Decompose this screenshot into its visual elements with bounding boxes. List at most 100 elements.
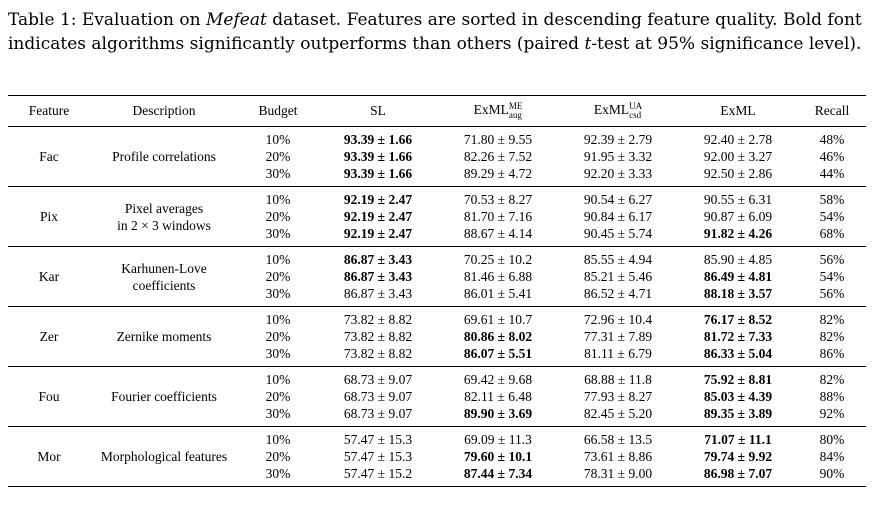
feature-group: Pix Pixel averages in 2 × 3 windows 10% 20% 3… [8, 186, 866, 247]
description-cell: Pixel averages in 2 × 3 windows [90, 186, 238, 247]
csd-value: 85.21 ± 5.46 [583, 269, 653, 284]
sl-value: 57.47 ± 15.3 [343, 449, 413, 464]
exml-value: 90.87 ± 6.09 [703, 209, 773, 224]
csd-value: 92.39 ± 2.79 [583, 132, 653, 147]
aug-value: 71.80 ± 9.55 [463, 132, 533, 147]
aug-value: 81.70 ± 7.16 [463, 209, 533, 224]
budget-value: 20% [265, 449, 291, 464]
recall-cell: 56% 54% 56% [798, 246, 866, 307]
sl-value: 93.39 ± 1.66 [343, 166, 413, 181]
aug-cell: 69.42 ± 9.68 82.11 ± 6.48 89.90 ± 3.69 [438, 366, 558, 427]
description-cell: Karhunen-Love coefficients [90, 246, 238, 307]
aug-cell: 71.80 ± 9.55 82.26 ± 7.52 89.29 ± 4.72 [438, 126, 558, 187]
csd-value: 66.58 ± 13.5 [583, 432, 653, 447]
table-row: Kar Karhunen-Love coefficients 10% 20% 30% 86.… [8, 246, 866, 307]
description-line: coefficients [132, 277, 196, 293]
recall-value: 82% [819, 312, 845, 327]
exml-value: 92.40 ± 2.78 [703, 132, 773, 147]
description-cell: Morphological features [90, 426, 238, 487]
header-exml-aug-sub: aug [508, 110, 522, 120]
exml-value: 76.17 ± 8.52 [703, 312, 773, 327]
budget-value: 30% [265, 406, 291, 421]
exml-value: 79.74 ± 9.92 [703, 449, 773, 464]
results-table: Feature Description Budget SL ExML ME aug … [8, 95, 866, 487]
exml-value: 88.18 ± 3.57 [703, 286, 773, 301]
exml-value: 92.50 ± 2.86 [703, 166, 773, 181]
budget-value: 20% [265, 269, 291, 284]
sl-value: 86.87 ± 3.43 [343, 269, 413, 284]
budget-value: 10% [265, 132, 291, 147]
recall-cell: 58% 54% 68% [798, 186, 866, 247]
budget-value: 30% [265, 346, 291, 361]
exml-value: 89.35 ± 3.89 [703, 406, 773, 421]
csd-cell: 68.88 ± 11.8 77.93 ± 8.27 82.45 ± 5.20 [558, 366, 678, 427]
sl-value: 57.47 ± 15.3 [343, 432, 413, 447]
caption-prefix: Table 1: Evaluation on [8, 10, 206, 30]
csd-cell: 66.58 ± 13.5 73.61 ± 8.86 78.31 ± 9.00 [558, 426, 678, 487]
table-row: Pix Pixel averages in 2 × 3 windows 10% 20% 3… [8, 186, 866, 247]
header-exml-csd-sup: UA [629, 101, 643, 111]
table-caption: Table 1: Evaluation on Mefeat dataset. F… [8, 8, 868, 56]
aug-value: 89.29 ± 4.72 [463, 166, 533, 181]
table-header: Feature Description Budget SL ExML ME aug … [8, 95, 866, 127]
recall-value: 68% [819, 226, 845, 241]
exml-value: 71.07 ± 11.1 [704, 432, 772, 447]
aug-cell: 69.61 ± 10.7 80.86 ± 8.02 86.07 ± 5.51 [438, 306, 558, 367]
exml-value: 85.90 ± 4.85 [703, 252, 773, 267]
csd-value: 92.20 ± 3.33 [583, 166, 653, 181]
csd-value: 77.93 ± 8.27 [583, 389, 653, 404]
sl-cell: 86.87 ± 3.43 86.87 ± 3.43 86.87 ± 3.43 [318, 246, 438, 307]
recall-value: 56% [819, 252, 845, 267]
csd-cell: 85.55 ± 4.94 85.21 ± 5.46 86.52 ± 4.71 [558, 246, 678, 307]
sl-value: 68.73 ± 9.07 [343, 372, 413, 387]
sl-value: 73.82 ± 8.82 [343, 329, 413, 344]
exml-cell: 71.07 ± 11.1 79.74 ± 9.92 86.98 ± 7.07 [678, 426, 798, 487]
caption-middle: dataset. Features are sorted in descendi… [8, 10, 862, 54]
description-line: Fourier coefficients [111, 389, 217, 404]
budget-value: 10% [265, 432, 291, 447]
csd-value: 73.61 ± 8.86 [583, 449, 653, 464]
csd-value: 77.31 ± 7.89 [583, 329, 653, 344]
caption-ttest: t [584, 34, 592, 54]
recall-value: 58% [819, 192, 845, 207]
budget-cell: 10% 20% 30% [238, 246, 318, 307]
aug-value: 81.46 ± 6.88 [463, 269, 533, 284]
feature-cell: Kar [8, 246, 90, 307]
header-exml-csd-base: ExML [593, 102, 630, 118]
header-exml-csd-scripts: UA csd [629, 102, 642, 120]
header-recall: Recall [798, 95, 866, 127]
table-row: Fac Profile correlations 10% 20% 30% 93.39 ± … [8, 126, 866, 187]
aug-value: 70.25 ± 10.2 [463, 252, 533, 267]
description-line: Zernike moments [116, 329, 212, 344]
budget-value: 10% [265, 252, 291, 267]
sl-value: 68.73 ± 9.07 [343, 389, 413, 404]
sl-value: 68.73 ± 9.07 [343, 406, 413, 421]
budget-value: 10% [265, 372, 291, 387]
description-cell: Zernike moments [90, 306, 238, 367]
aug-cell: 70.53 ± 8.27 81.70 ± 7.16 88.67 ± 4.14 [438, 186, 558, 247]
csd-value: 90.54 ± 6.27 [583, 192, 653, 207]
budget-value: 20% [265, 209, 291, 224]
feature-group: Zer Zernike moments 10% 20% 30% 73.82 ± 8.82 7… [8, 306, 866, 367]
budget-value: 30% [265, 286, 291, 301]
description-line: Karhunen-Love [121, 260, 207, 276]
exml-cell: 75.92 ± 8.81 85.03 ± 4.39 89.35 ± 3.89 [678, 366, 798, 427]
feature-group: Fou Fourier coefficients 10% 20% 30% 68.73 ± … [8, 366, 866, 427]
exml-value: 91.82 ± 4.26 [703, 226, 773, 241]
table-row: Fou Fourier coefficients 10% 20% 30% 68.73 ± … [8, 366, 866, 427]
sl-value: 57.47 ± 15.2 [343, 466, 413, 481]
csd-value: 90.45 ± 5.74 [583, 226, 653, 241]
recall-value: 56% [819, 286, 845, 301]
aug-value: 89.90 ± 3.69 [463, 406, 533, 421]
aug-value: 86.07 ± 5.51 [463, 346, 533, 361]
aug-value: 88.67 ± 4.14 [463, 226, 533, 241]
csd-value: 86.52 ± 4.71 [583, 286, 653, 301]
recall-cell: 82% 88% 92% [798, 366, 866, 427]
caption-suffix: -test at 95% significance level). [591, 34, 862, 54]
sl-cell: 68.73 ± 9.07 68.73 ± 9.07 68.73 ± 9.07 [318, 366, 438, 427]
recall-value: 82% [819, 329, 845, 344]
table-row: Zer Zernike moments 10% 20% 30% 73.82 ± 8.82 7… [8, 306, 866, 367]
header-description: Description [90, 95, 238, 127]
csd-value: 81.11 ± 6.79 [584, 346, 652, 361]
feature-group: Kar Karhunen-Love coefficients 10% 20% 30% 86.… [8, 246, 866, 307]
